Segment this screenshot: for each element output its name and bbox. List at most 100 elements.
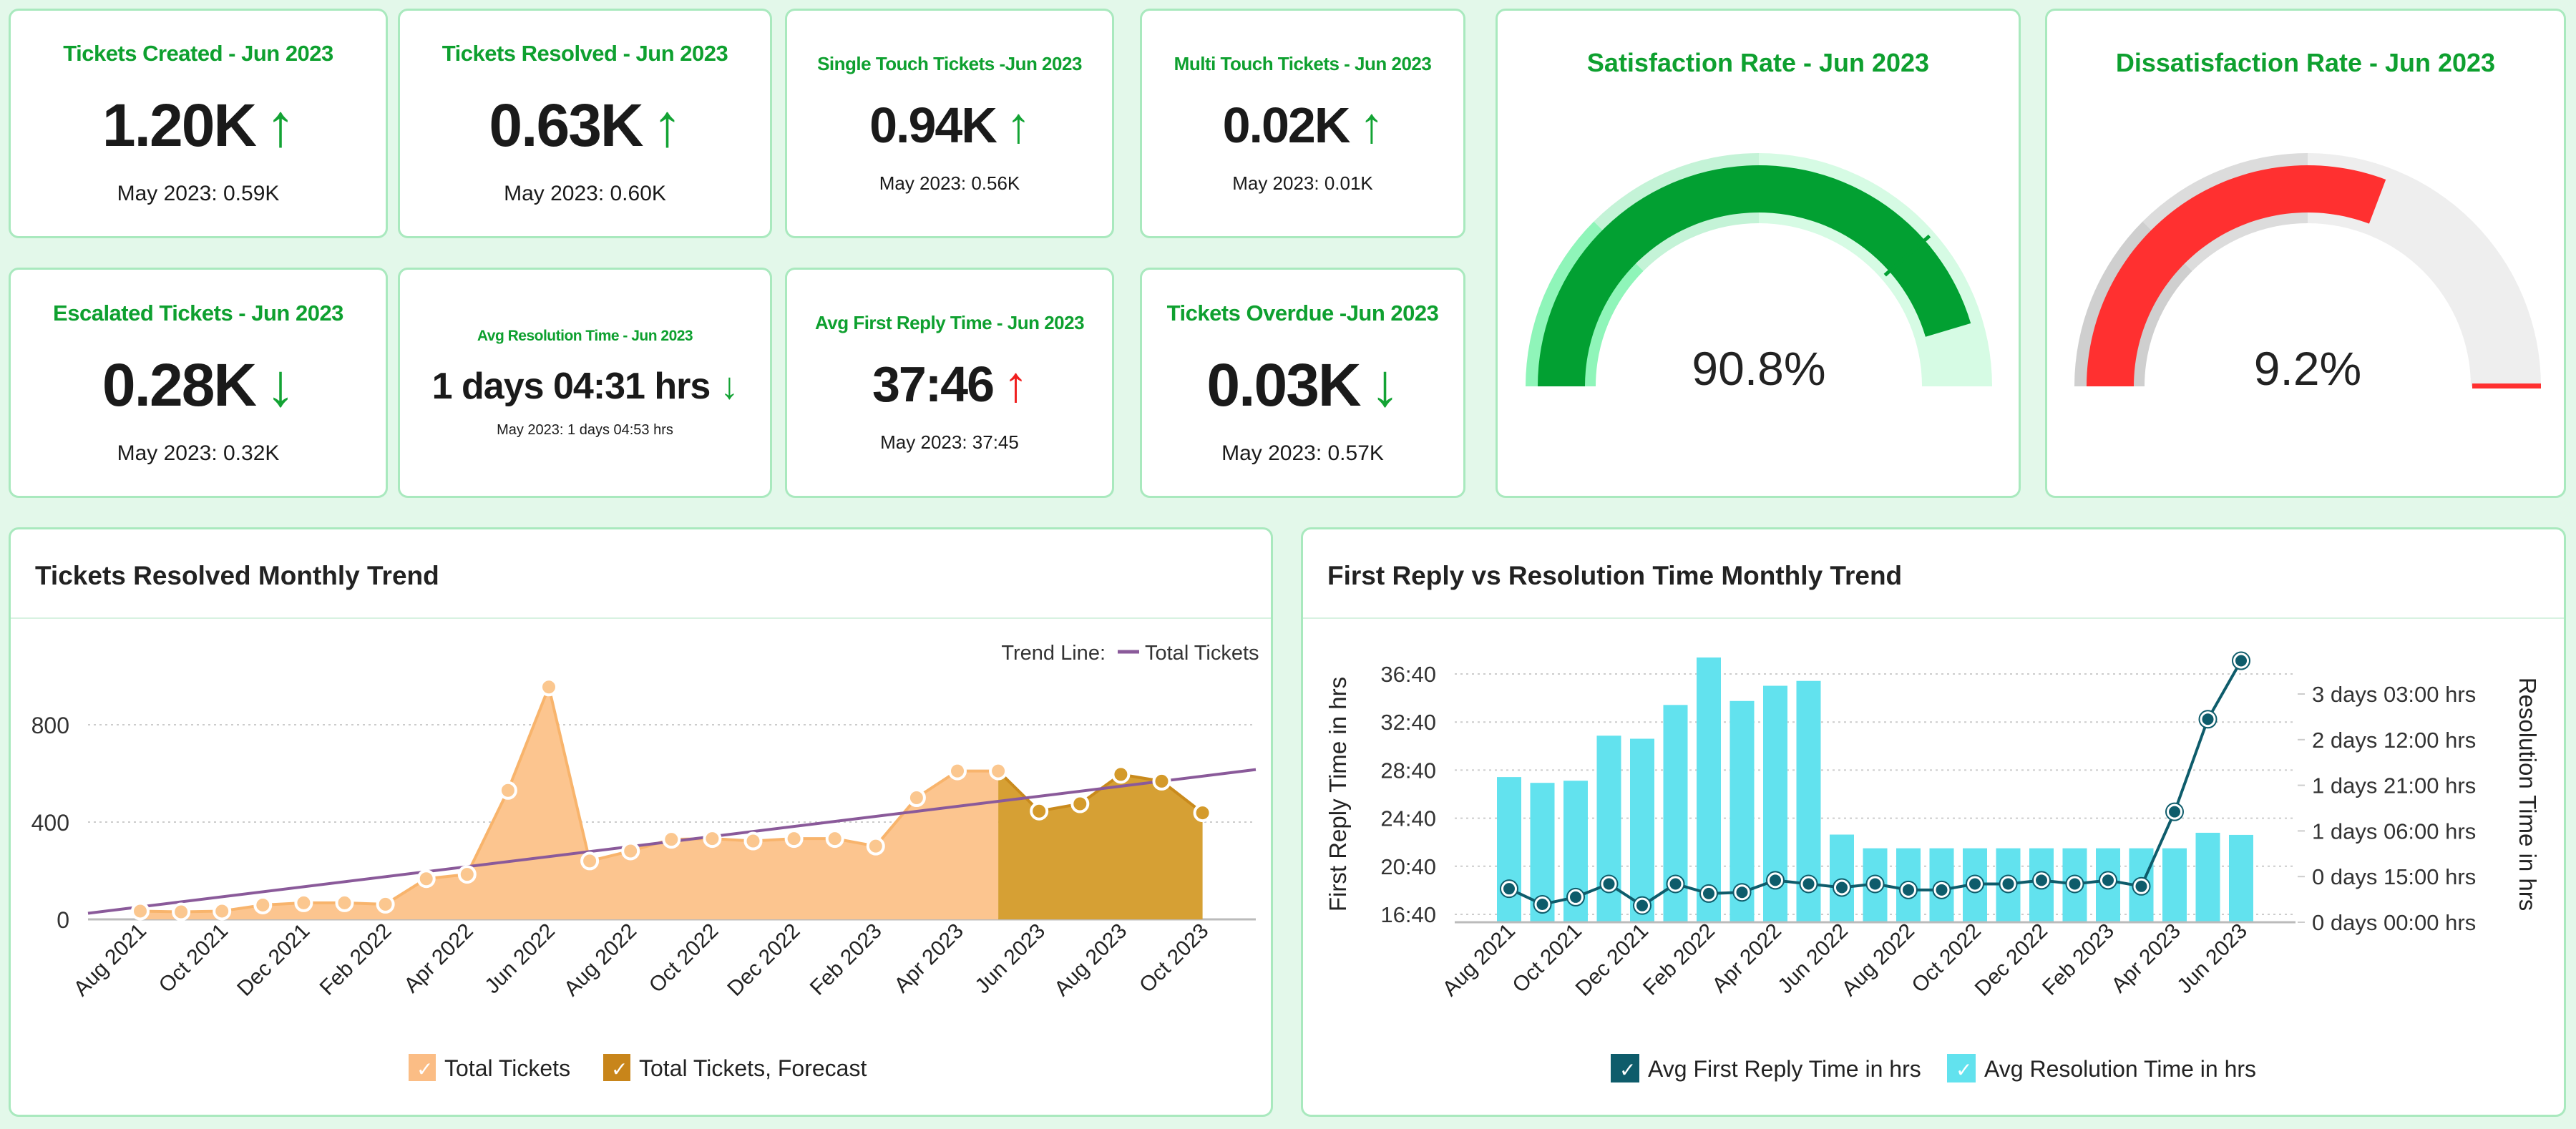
x-tick-label: Feb 2022 [1639, 919, 1719, 1000]
left-y-tick-label: 32:40 [1380, 710, 1436, 735]
x-tick-label: Jun 2023 [971, 919, 1050, 999]
divider [11, 617, 1271, 619]
checkmark-icon: ✓ [416, 1058, 433, 1080]
gauge-target-marker [2472, 383, 2541, 388]
x-tick-label: Aug 2021 [1438, 919, 1520, 1001]
gauge-fill [2087, 165, 2386, 386]
kpi-value: 0.02K [1222, 97, 1351, 153]
first-reply-point [2135, 880, 2147, 892]
resolution-bar [1630, 738, 1654, 922]
x-tick-label: Aug 2021 [69, 919, 151, 1001]
dissatisfaction-gauge-card: Dissatisfaction Rate - Jun 2023 9.2% [2045, 9, 2566, 498]
satisfaction-gauge: 90.8% [1526, 153, 1992, 395]
gauge-fill [1538, 165, 1971, 386]
divider [1303, 617, 2564, 619]
x-tick-label: Apr 2023 [2107, 919, 2185, 997]
kpi-title: Tickets Overdue -Jun 2023 [1166, 300, 1439, 326]
forecast-point [1111, 765, 1131, 784]
kpi-card: Multi Touch Tickets - Jun 2023 0.02K ↑ Ma… [1140, 9, 1465, 238]
first-reply-resolution-chart: 16:40 20:40 24:40 28:40 32:40 36:40 0 days 00:… [1324, 651, 2541, 1082]
panel-title: Tickets Resolved Monthly Trend [35, 561, 439, 590]
kpi-card: Tickets Created - Jun 2023 1.20K ↑ May 20… [9, 9, 388, 238]
x-tick-label: Apr 2023 [890, 919, 968, 997]
y-tick-label: 400 [31, 810, 69, 836]
legend-checkbox-icon [603, 1054, 630, 1081]
kpi-title: Tickets Resolved - Jun 2023 [441, 41, 728, 66]
data-point [131, 901, 150, 921]
gauge-target-marker [1883, 234, 1931, 277]
right-y-tick-label: 2 days 12:00 hrs [2312, 728, 2476, 753]
resolution-bar [1497, 777, 1521, 922]
first-reply-point [1836, 881, 1848, 894]
left-y-tick-label: 24:40 [1380, 806, 1436, 831]
first-reply-point [1570, 891, 1581, 903]
resolution-bar [1596, 735, 1621, 922]
total-tickets-line [140, 682, 999, 914]
kpi-value: 0.28K [102, 351, 257, 419]
x-tick-label: Dec 2021 [233, 919, 314, 1001]
data-point [989, 761, 1008, 781]
left-y-tick-label: 28:40 [1380, 758, 1436, 783]
x-tick-label: Oct 2023 [1135, 919, 1213, 997]
forecast-point [1193, 803, 1212, 823]
kpi-card: Single Touch Tickets -Jun 2023 0.94K ↑ Ma… [785, 9, 1114, 238]
kpi-value-row: 0.94K ↑ [869, 97, 1031, 154]
first-reply-point [2069, 878, 2081, 890]
first-reply-point [1770, 874, 1781, 886]
total-tickets-area [140, 687, 999, 919]
kpi-value: 1.20K [102, 92, 257, 159]
kpi-previous-value: May 2023: 37:45 [880, 431, 1019, 453]
right-y-tick-label: 1 days 21:00 hrs [2312, 773, 2476, 798]
kpi-value-row: 0.03K ↓ [1206, 351, 1400, 420]
kpi-title: Avg First Reply Time - Jun 2023 [814, 312, 1085, 333]
x-tick-label: Apr 2022 [1708, 919, 1786, 997]
first-reply-point [1869, 878, 1881, 890]
gauge-value: 9.2% [2254, 342, 2361, 395]
x-tick-label: Jun 2023 [2172, 919, 2252, 999]
x-tick-label: Oct 2022 [645, 919, 723, 997]
right-y-tick-label: 1 days 06:00 hrs [2312, 818, 2476, 844]
legend-label: Avg First Reply Time in hrs [1648, 1056, 1921, 1082]
resolution-bar [2229, 834, 2253, 922]
data-point [294, 893, 313, 912]
kpi-value-row: 0.02K ↑ [1222, 97, 1385, 154]
x-tick-label: Feb 2023 [2038, 919, 2119, 1000]
kpi-previous-value: May 2023: 0.56K [879, 172, 1020, 194]
kpi-card: Escalated Tickets - Jun 2023 0.28K ↓ May … [9, 268, 388, 498]
data-point [784, 829, 804, 849]
kpi-card: Avg First Reply Time - Jun 2023 37:46 ↑ M… [785, 268, 1114, 498]
data-point [703, 829, 722, 849]
dissatisfaction-gauge: 9.2% [2074, 153, 2541, 395]
gauge-value: 90.8% [1692, 342, 1825, 395]
kpi-previous-value: May 2023: 0.01K [1232, 172, 1373, 194]
left-y-tick-label: 36:40 [1380, 662, 1436, 687]
x-tick-label: Aug 2023 [1050, 919, 1131, 1001]
trend-down-arrow-icon: ↓ [265, 351, 296, 419]
resolution-bar [1697, 657, 1721, 922]
trend-line-label: Trend Line: [1001, 642, 1106, 665]
y-tick-label: 0 [57, 907, 69, 933]
first-reply-point [2235, 655, 2247, 667]
x-tick-label: Feb 2022 [316, 919, 396, 1000]
legend-label: Total Tickets [444, 1055, 570, 1081]
data-point [907, 788, 926, 807]
kpi-value: 0.63K [489, 92, 643, 159]
y-tick-label: 800 [31, 713, 69, 738]
data-point [866, 836, 885, 856]
left-y-tick-label: 20:40 [1380, 854, 1436, 879]
kpi-card: Tickets Overdue -Jun 2023 0.03K ↓ May 202… [1140, 268, 1465, 498]
kpi-value: 0.94K [869, 97, 997, 153]
data-point [662, 830, 681, 849]
first-reply-point [1802, 878, 1815, 890]
data-point [743, 831, 763, 851]
kpi-card: Tickets Resolved - Jun 2023 0.63K ↑ May 2… [398, 9, 772, 238]
x-tick-label: Dec 2021 [1571, 919, 1653, 1001]
trend-up-arrow-icon: ↑ [1003, 356, 1028, 412]
trend-up-arrow-icon: ↑ [1005, 97, 1031, 153]
kpi-value-row: 1.20K ↑ [102, 91, 296, 160]
right-axis-title: Resolution Time in hrs [2514, 678, 2541, 911]
kpi-title: Escalated Tickets - Jun 2023 [53, 300, 343, 326]
panel-title: First Reply vs Resolution Time Monthly T… [1327, 561, 1903, 590]
x-tick-label: Dec 2022 [723, 919, 804, 1001]
